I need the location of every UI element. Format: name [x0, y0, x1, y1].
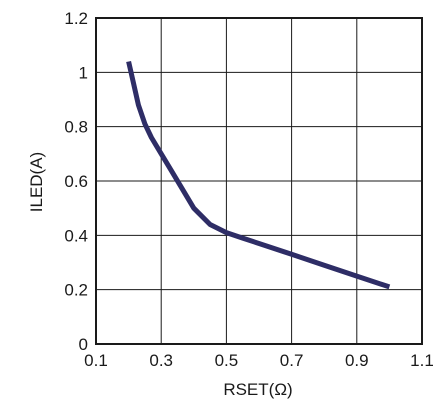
y-tick-label: 0 — [79, 335, 88, 354]
y-tick-label: 0.2 — [64, 281, 88, 300]
y-tick-label: 0.8 — [64, 118, 88, 137]
x-axis-label: RSET(Ω) — [223, 380, 292, 399]
grid — [95, 17, 423, 345]
x-tick-label: 0.9 — [345, 351, 369, 370]
x-tick-label: 0.1 — [84, 351, 108, 370]
y-tick-label: 0.4 — [64, 226, 88, 245]
y-tick-label: 0.6 — [64, 172, 88, 191]
y-axis-label: ILED(A) — [27, 152, 46, 212]
x-tick-labels: 0.1 0.3 0.5 0.7 0.9 1.1 — [84, 351, 434, 370]
plot-frame — [95, 17, 423, 345]
x-tick-label: 0.7 — [280, 351, 304, 370]
series-line — [126, 60, 391, 290]
y-tick-label: 1.2 — [64, 9, 88, 28]
series-layer — [126, 60, 391, 290]
x-tick-label: 0.3 — [149, 351, 173, 370]
x-tick-label: 0.5 — [215, 351, 239, 370]
y-tick-label: 1 — [79, 63, 88, 82]
x-tick-label: 1.1 — [410, 351, 434, 370]
y-tick-labels: 0 0.2 0.4 0.6 0.8 1 1.2 — [64, 9, 88, 354]
